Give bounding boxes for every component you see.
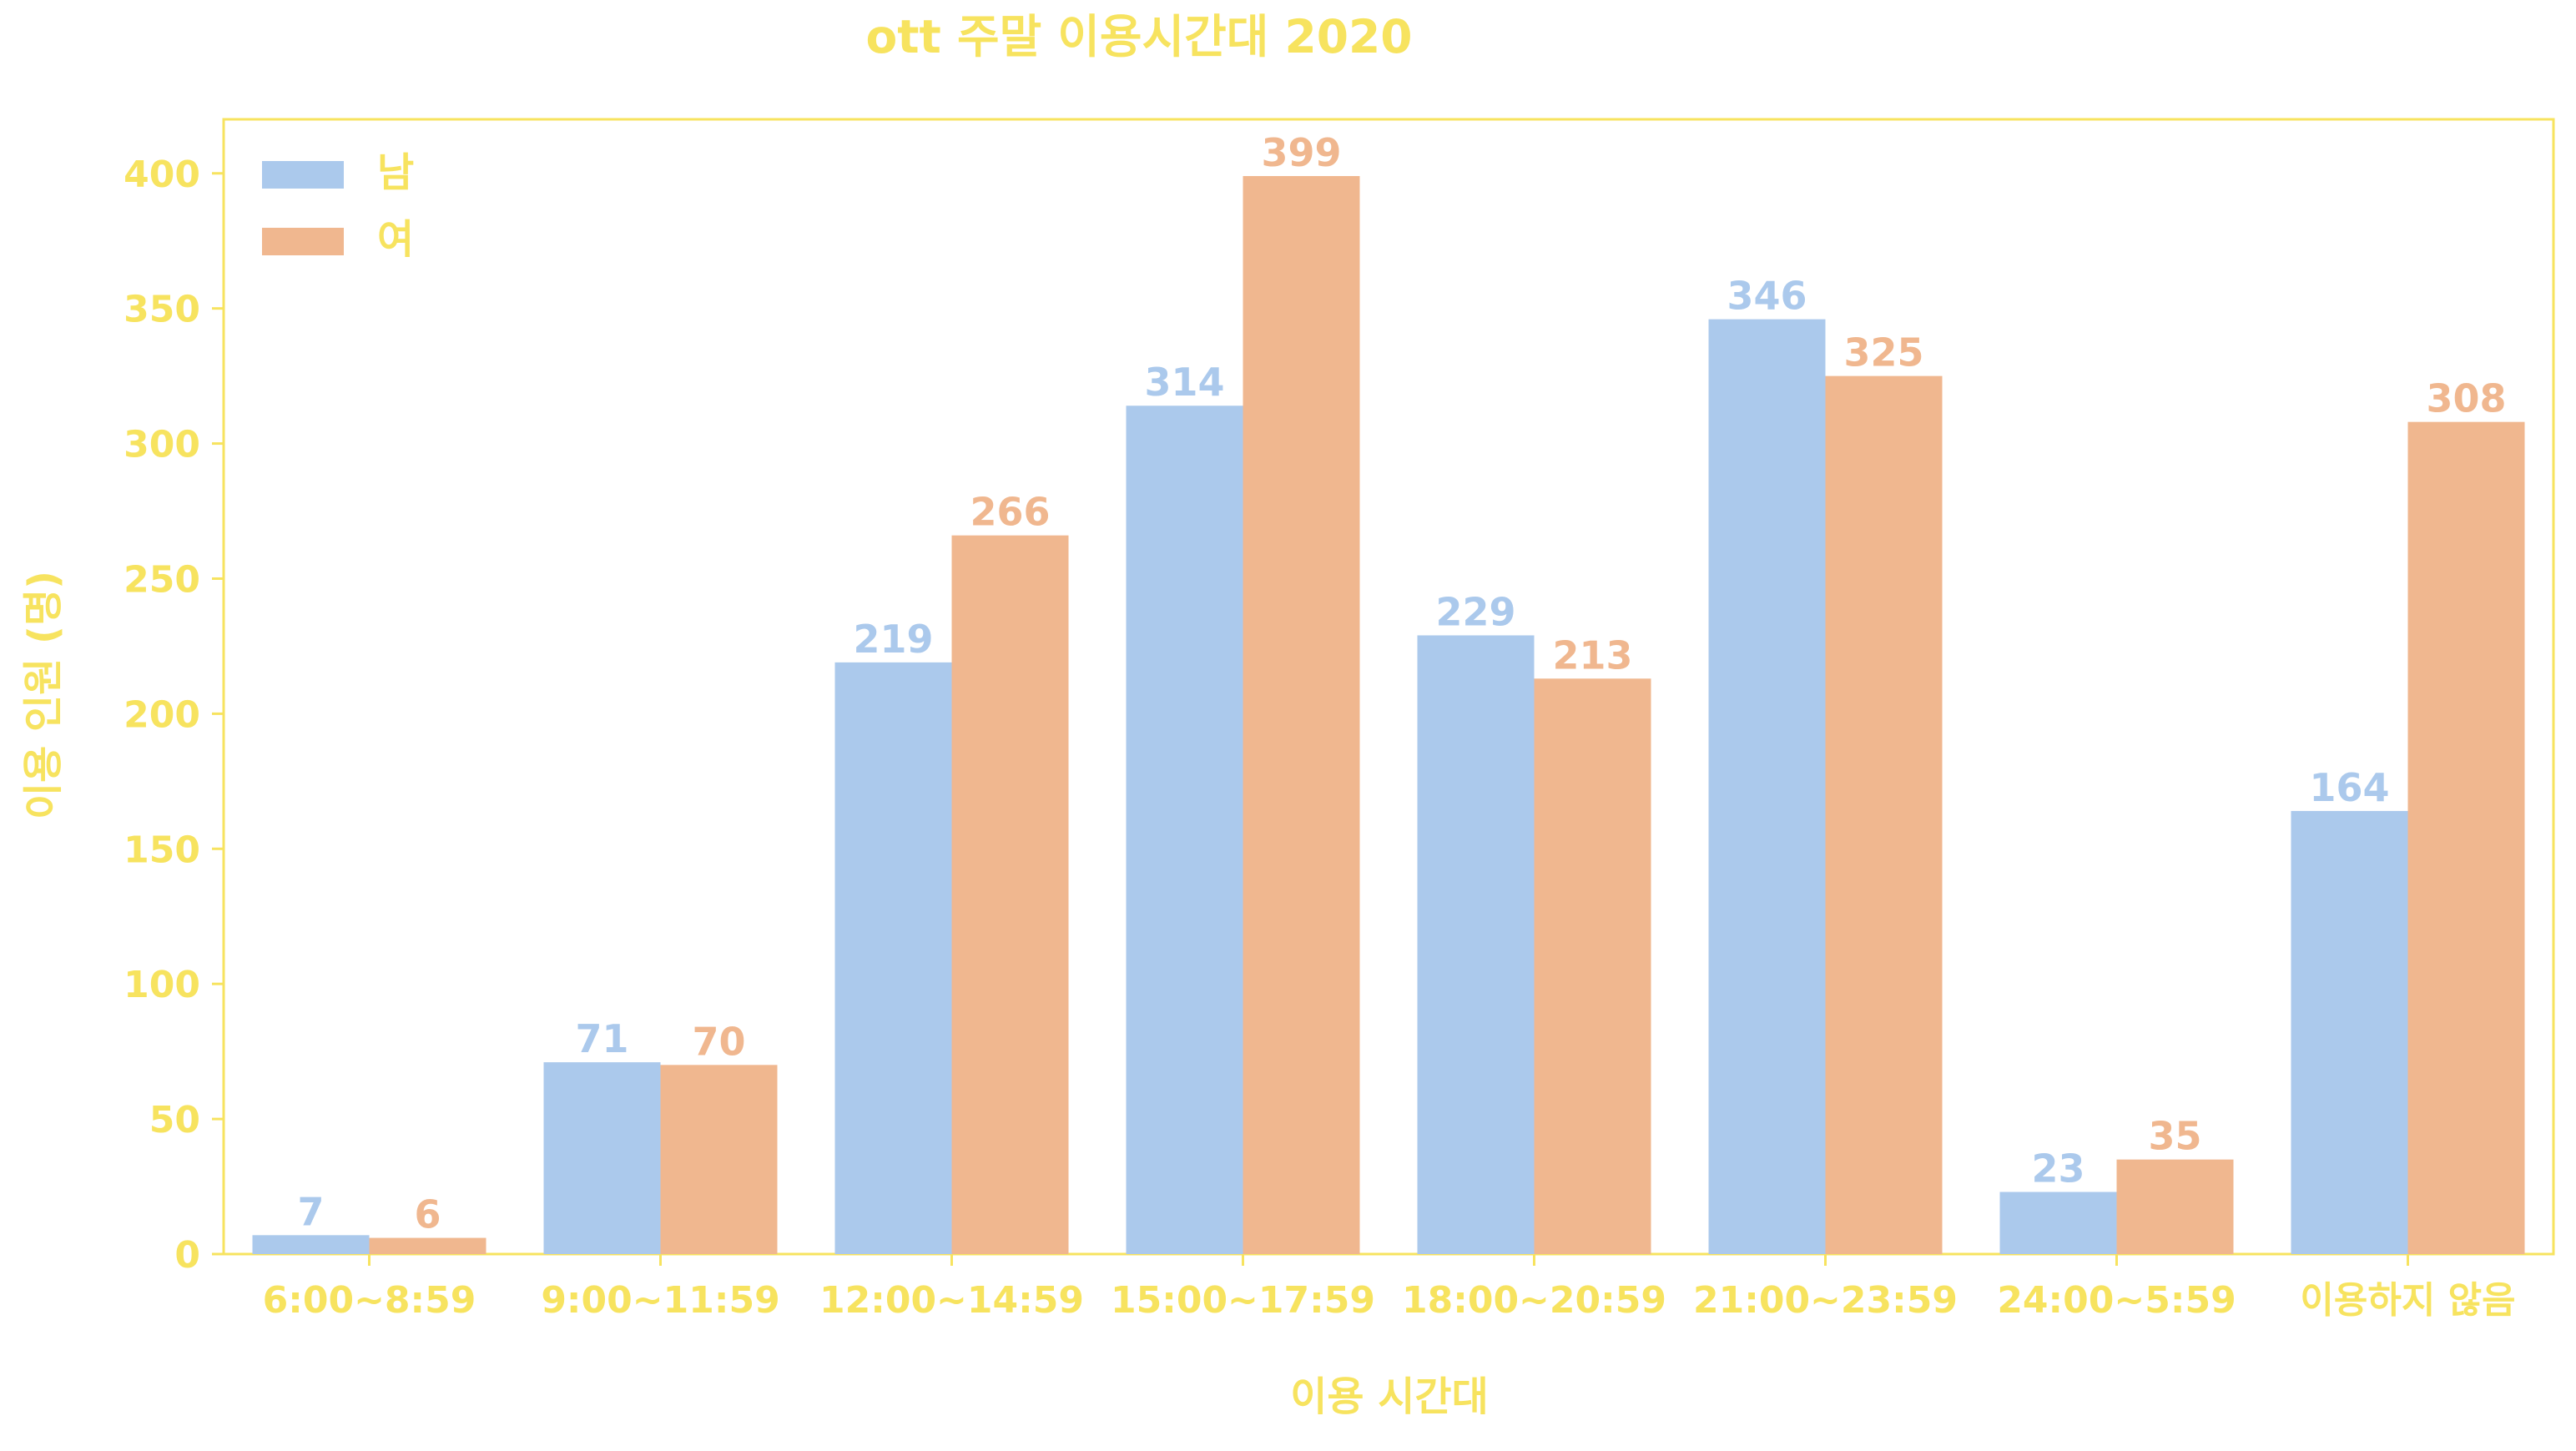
y-axis-label: 이용 인원 (명) bbox=[20, 571, 67, 819]
data-label-female-3: 399 bbox=[1261, 130, 1341, 175]
bar-male-4 bbox=[1418, 635, 1535, 1254]
data-label-male-6: 23 bbox=[2031, 1146, 2084, 1192]
legend-swatch-male bbox=[262, 161, 344, 189]
bar-male-7 bbox=[2291, 811, 2408, 1254]
bar-male-1 bbox=[544, 1062, 661, 1254]
y-tick-label: 350 bbox=[124, 289, 200, 331]
data-label-female-6: 35 bbox=[2148, 1114, 2201, 1159]
bar-female-1 bbox=[661, 1065, 778, 1254]
x-tick-label: 21:00~23:59 bbox=[1693, 1279, 1958, 1322]
bar-female-6 bbox=[2117, 1160, 2234, 1254]
data-label-male-5: 346 bbox=[1727, 274, 1807, 319]
legend-label-female: 여 bbox=[377, 216, 414, 263]
data-label-female-5: 325 bbox=[1843, 330, 1923, 375]
y-tick-label: 50 bbox=[149, 1099, 200, 1141]
x-tick-label: 15:00~17:59 bbox=[1111, 1279, 1375, 1322]
bar-female-3 bbox=[1243, 176, 1360, 1254]
bar-male-0 bbox=[253, 1235, 370, 1254]
y-tick-label: 200 bbox=[124, 693, 200, 736]
data-label-female-4: 213 bbox=[1552, 632, 1632, 678]
data-label-male-7: 164 bbox=[2309, 765, 2389, 810]
x-tick-label: 이용하지 않음 bbox=[2300, 1279, 2515, 1322]
data-label-female-7: 308 bbox=[2426, 376, 2506, 421]
bar-male-2 bbox=[835, 663, 952, 1254]
x-tick-label: 24:00~5:59 bbox=[1997, 1279, 2236, 1322]
y-tick-label: 100 bbox=[124, 964, 200, 1006]
y-tick-label: 400 bbox=[124, 154, 200, 196]
y-tick-label: 250 bbox=[124, 558, 200, 601]
data-label-female-1: 70 bbox=[692, 1019, 745, 1064]
data-label-male-1: 71 bbox=[575, 1016, 628, 1061]
x-tick-label: 6:00~8:59 bbox=[263, 1279, 476, 1322]
legend-swatch-female bbox=[262, 228, 344, 255]
y-tick-label: 150 bbox=[124, 829, 200, 871]
bar-female-2 bbox=[952, 536, 1069, 1254]
data-label-female-0: 6 bbox=[414, 1192, 441, 1237]
x-axis-label: 이용 시간대 bbox=[1290, 1373, 1489, 1420]
bar-female-0 bbox=[370, 1238, 486, 1254]
data-label-female-2: 266 bbox=[970, 490, 1050, 535]
legend-label-male: 남 bbox=[377, 149, 414, 196]
data-label-male-2: 219 bbox=[853, 617, 933, 662]
data-label-male-0: 7 bbox=[297, 1189, 324, 1234]
bar-female-7 bbox=[2408, 422, 2525, 1254]
chart-title: ott 주말 이용시간대 2020 bbox=[865, 10, 1412, 63]
bar-female-4 bbox=[1535, 678, 1651, 1254]
x-tick-label: 9:00~11:59 bbox=[541, 1279, 779, 1322]
data-label-male-3: 314 bbox=[1144, 360, 1224, 405]
x-tick-label: 12:00~14:59 bbox=[819, 1279, 1084, 1322]
y-tick-label: 300 bbox=[124, 424, 200, 466]
bar-male-5 bbox=[1709, 320, 1826, 1254]
bar-male-3 bbox=[1127, 406, 1243, 1254]
data-label-male-4: 229 bbox=[1435, 589, 1515, 634]
bar-female-5 bbox=[1826, 376, 1943, 1254]
x-tick-label: 18:00~20:59 bbox=[1402, 1279, 1666, 1322]
bar-male-6 bbox=[2000, 1192, 2117, 1254]
y-tick-label: 0 bbox=[174, 1234, 200, 1277]
